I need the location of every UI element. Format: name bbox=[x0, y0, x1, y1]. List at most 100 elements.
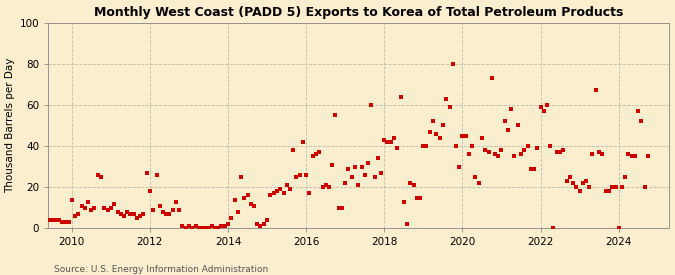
Point bbox=[408, 183, 419, 187]
Point bbox=[99, 206, 109, 210]
Point bbox=[346, 175, 357, 179]
Point bbox=[525, 166, 536, 171]
Text: Source: U.S. Energy Information Administration: Source: U.S. Energy Information Administ… bbox=[54, 265, 268, 274]
Point bbox=[473, 181, 484, 185]
Point bbox=[548, 226, 559, 231]
Point bbox=[103, 208, 113, 212]
Point bbox=[128, 212, 139, 216]
Point bbox=[353, 183, 364, 187]
Point bbox=[265, 193, 275, 198]
Point bbox=[594, 150, 605, 155]
Point bbox=[562, 179, 572, 183]
Point bbox=[155, 204, 165, 208]
Point bbox=[79, 206, 90, 210]
Point bbox=[435, 136, 446, 140]
Point bbox=[597, 152, 608, 156]
Point bbox=[275, 187, 286, 191]
Point bbox=[125, 212, 136, 216]
Point bbox=[405, 181, 416, 185]
Point bbox=[529, 166, 539, 171]
Point bbox=[225, 216, 236, 220]
Point bbox=[236, 175, 246, 179]
Point bbox=[184, 224, 194, 229]
Point bbox=[464, 152, 475, 156]
Point bbox=[132, 216, 142, 220]
Title: Monthly West Coast (PADD 5) Exports to Korea of Total Petroleum Products: Monthly West Coast (PADD 5) Exports to K… bbox=[95, 6, 624, 18]
Point bbox=[568, 181, 578, 185]
Point bbox=[506, 107, 516, 111]
Point bbox=[356, 164, 367, 169]
Point bbox=[53, 218, 64, 222]
Point bbox=[616, 185, 627, 189]
Point bbox=[477, 136, 487, 140]
Point bbox=[269, 191, 279, 196]
Point bbox=[151, 173, 162, 177]
Point bbox=[203, 226, 214, 231]
Point bbox=[327, 162, 338, 167]
Point bbox=[428, 119, 439, 123]
Point bbox=[255, 224, 266, 229]
Point bbox=[177, 224, 188, 229]
Point bbox=[581, 179, 592, 183]
Point bbox=[636, 119, 647, 123]
Point bbox=[180, 226, 191, 231]
Point bbox=[96, 175, 107, 179]
Point bbox=[40, 214, 51, 218]
Point bbox=[607, 185, 618, 189]
Point bbox=[415, 195, 426, 200]
Point bbox=[92, 173, 103, 177]
Point bbox=[480, 148, 491, 152]
Point bbox=[444, 105, 455, 109]
Point bbox=[239, 195, 250, 200]
Point bbox=[538, 109, 549, 113]
Point bbox=[118, 214, 129, 218]
Point bbox=[630, 154, 641, 159]
Point bbox=[259, 222, 269, 227]
Point bbox=[496, 148, 507, 152]
Point bbox=[372, 156, 383, 161]
Point bbox=[603, 189, 614, 194]
Point bbox=[398, 199, 409, 204]
Point bbox=[294, 173, 305, 177]
Point bbox=[483, 150, 494, 155]
Point bbox=[343, 166, 354, 171]
Point bbox=[252, 222, 263, 227]
Point bbox=[148, 208, 159, 212]
Point bbox=[262, 218, 273, 222]
Point bbox=[402, 222, 412, 227]
Point bbox=[441, 97, 452, 101]
Point bbox=[187, 226, 198, 231]
Point bbox=[454, 164, 464, 169]
Point bbox=[281, 183, 292, 187]
Point bbox=[37, 216, 48, 220]
Point bbox=[535, 105, 546, 109]
Point bbox=[232, 210, 243, 214]
Point bbox=[321, 183, 331, 187]
Point bbox=[89, 206, 100, 210]
Point bbox=[366, 103, 377, 107]
Point bbox=[574, 189, 585, 194]
Point bbox=[489, 152, 500, 156]
Point bbox=[551, 150, 562, 155]
Point bbox=[190, 224, 201, 229]
Point bbox=[291, 175, 302, 179]
Point bbox=[519, 148, 530, 152]
Point bbox=[105, 206, 116, 210]
Point bbox=[210, 226, 221, 231]
Point bbox=[623, 152, 634, 156]
Point bbox=[112, 210, 123, 214]
Point bbox=[486, 76, 497, 80]
Point bbox=[626, 154, 637, 159]
Point bbox=[288, 148, 298, 152]
Point bbox=[284, 187, 295, 191]
Point bbox=[301, 173, 312, 177]
Point bbox=[376, 170, 387, 175]
Point bbox=[161, 212, 171, 216]
Point bbox=[632, 109, 643, 113]
Point bbox=[614, 226, 624, 231]
Point bbox=[174, 208, 185, 212]
Point bbox=[564, 175, 575, 179]
Point bbox=[571, 185, 582, 189]
Point bbox=[425, 130, 435, 134]
Point bbox=[460, 134, 471, 138]
